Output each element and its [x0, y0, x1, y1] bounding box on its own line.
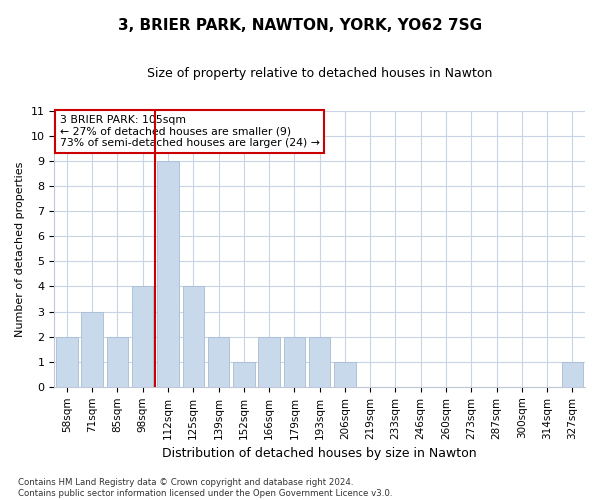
Bar	[107, 336, 128, 387]
Bar	[208, 336, 229, 387]
Bar	[157, 161, 179, 387]
Text: 3, BRIER PARK, NAWTON, YORK, YO62 7SG: 3, BRIER PARK, NAWTON, YORK, YO62 7SG	[118, 18, 482, 32]
Bar	[334, 362, 356, 387]
Bar	[82, 312, 103, 387]
Bar	[259, 336, 280, 387]
Y-axis label: Number of detached properties: Number of detached properties	[15, 161, 25, 336]
X-axis label: Distribution of detached houses by size in Nawton: Distribution of detached houses by size …	[163, 447, 477, 460]
Bar	[562, 362, 583, 387]
Text: Contains HM Land Registry data © Crown copyright and database right 2024.
Contai: Contains HM Land Registry data © Crown c…	[18, 478, 392, 498]
Text: 3 BRIER PARK: 105sqm
← 27% of detached houses are smaller (9)
73% of semi-detach: 3 BRIER PARK: 105sqm ← 27% of detached h…	[59, 115, 319, 148]
Bar	[233, 362, 254, 387]
Bar	[56, 336, 77, 387]
Bar	[284, 336, 305, 387]
Bar	[182, 286, 204, 387]
Title: Size of property relative to detached houses in Nawton: Size of property relative to detached ho…	[147, 68, 493, 80]
Bar	[132, 286, 154, 387]
Bar	[309, 336, 331, 387]
